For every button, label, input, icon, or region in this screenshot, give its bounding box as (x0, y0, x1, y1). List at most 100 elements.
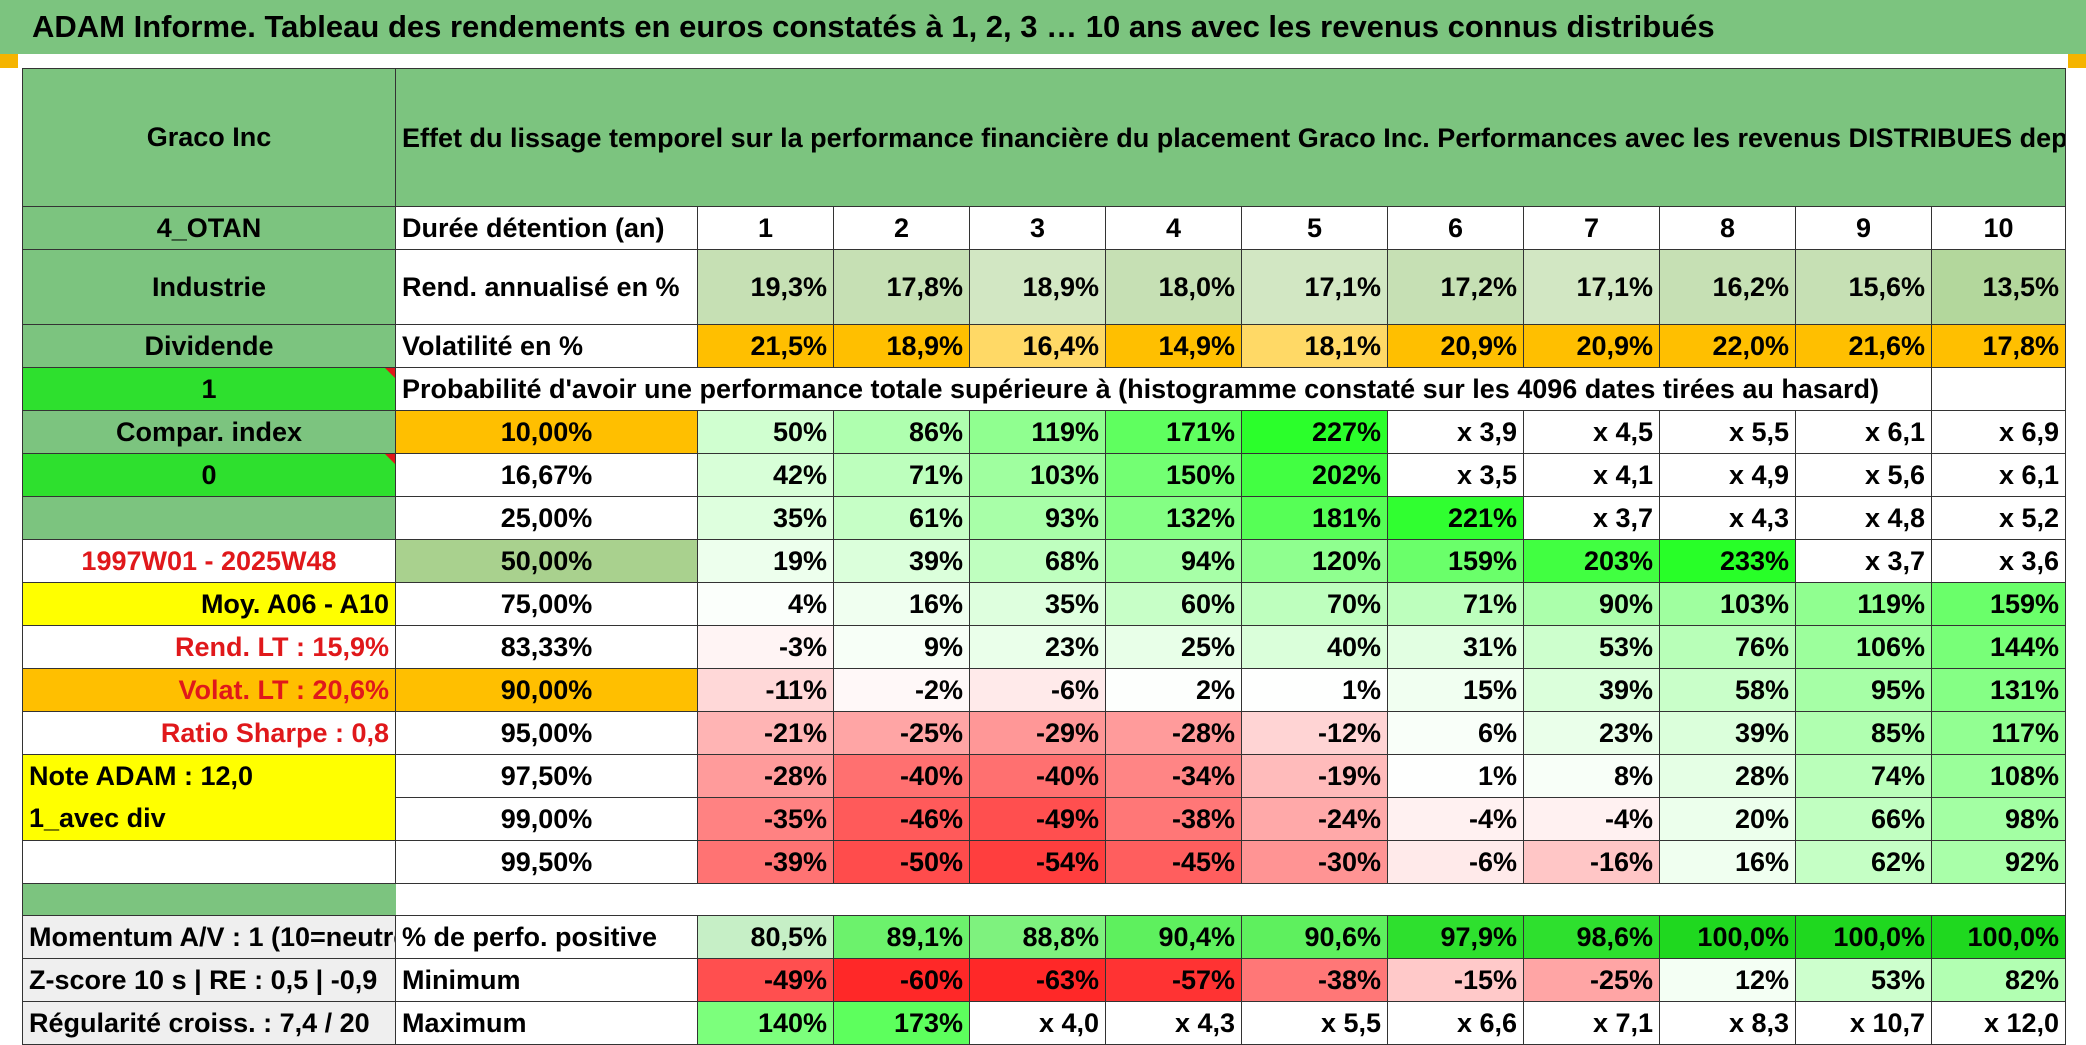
maximum-cell: x 10,7 (1795, 1001, 1932, 1045)
probability-cell: -4% (1387, 797, 1524, 841)
probability-cell: 68% (969, 539, 1106, 583)
probability-cell: x 4,5 (1523, 410, 1660, 454)
probability-cell: 117% (1930, 711, 2067, 755)
probability-cell: 25% (1105, 625, 1242, 669)
duration-cell: 2 (833, 206, 970, 250)
probability-cell: 76% (1659, 625, 1796, 669)
probability-cell: 95% (1795, 668, 1932, 712)
annual-return-cell: 17,1% (1241, 249, 1388, 325)
minimum-cell: -57% (1105, 958, 1242, 1002)
positive-cell: 90,6% (1241, 915, 1388, 959)
probability-cell: x 3,7 (1795, 539, 1932, 583)
flag-one: 1 (22, 367, 396, 411)
duration-cell: 3 (969, 206, 1106, 250)
volatility-cell: 17,8% (1930, 324, 2067, 368)
probability-cell: x 3,6 (1930, 539, 2067, 583)
prob-row: 1_avec div 99,00% -35% -46% -49% -38% -24% -4… (22, 797, 2067, 841)
maximum-cell: x 6,6 (1387, 1001, 1524, 1045)
maximum-cell: 140% (697, 1001, 834, 1045)
probability-cell: 90% (1523, 582, 1660, 626)
probability-cell: 171% (1105, 410, 1242, 454)
positive-cell: 90,4% (1105, 915, 1242, 959)
volatility-cell: 21,6% (1795, 324, 1932, 368)
probability-cell: 23% (969, 625, 1106, 669)
volatility-row: Dividende Volatilité en % 21,5% 18,9% 16,4… (22, 324, 2067, 368)
probability-cell: -45% (1105, 840, 1242, 884)
minimum-cell: -63% (969, 958, 1106, 1002)
maximum-cell: x 4,0 (969, 1001, 1106, 1045)
annual-return-cell: 15,6% (1795, 249, 1932, 325)
probability-cell: 16% (833, 582, 970, 626)
probability-cell: 2% (1105, 668, 1242, 712)
probability-cell: -6% (969, 668, 1106, 712)
corner-marker (0, 54, 18, 68)
probability-cell: -40% (969, 754, 1106, 798)
minimum-row: Z-score 10 s | RE : 0,5 | -0,9 Minimum -… (22, 958, 2067, 1002)
probability-cell: -21% (697, 711, 834, 755)
probability-cell: 9% (833, 625, 970, 669)
probability-cell: x 6,9 (1930, 410, 2067, 454)
probability-cell: -30% (1241, 840, 1388, 884)
empty-cell (1930, 367, 2067, 411)
probability-cell: 119% (969, 410, 1106, 454)
maximum-cell: x 8,3 (1659, 1001, 1796, 1045)
prob-threshold: 99,50% (395, 840, 698, 884)
probability-cell: 15% (1387, 668, 1524, 712)
prob-row: 1997W01 - 2025W48 50,00% 19% 39% 68% 94% 120… (22, 539, 2067, 583)
ticker-code: 4_OTAN (22, 206, 396, 250)
minimum-cell: -49% (697, 958, 834, 1002)
probability-cell: 227% (1241, 410, 1388, 454)
prob-threshold: 75,00% (395, 582, 698, 626)
maximum-cell: x 5,5 (1241, 1001, 1388, 1045)
minimum-label: Minimum (395, 958, 698, 1002)
probability-cell: x 5,6 (1795, 453, 1932, 497)
volatility-cell: 18,1% (1241, 324, 1388, 368)
probability-cell: 94% (1105, 539, 1242, 583)
probability-cell: x 3,7 (1523, 496, 1660, 540)
probability-cell: 85% (1795, 711, 1932, 755)
probability-cell: x 4,1 (1523, 453, 1660, 497)
probability-cell: 35% (697, 496, 834, 540)
regularity-info: Régularité croiss. : 7,4 / 20 (22, 1001, 396, 1045)
probability-cell: 42% (697, 453, 834, 497)
probability-cell: 202% (1241, 453, 1388, 497)
dividend-mode: 1_avec div (22, 797, 396, 841)
prob-row: Moy. A06 - A10 75,00% 4% 16% 35% 60% 70% 71% 9… (22, 582, 2067, 626)
spacer-green (22, 883, 396, 916)
probability-cell: 4% (697, 582, 834, 626)
probability-caption: Probabilité d'avoir une performance tota… (395, 367, 1932, 411)
probability-cell: 103% (969, 453, 1106, 497)
zscore-info: Z-score 10 s | RE : 0,5 | -0,9 (22, 958, 396, 1002)
annual-return-cell: 13,5% (1930, 249, 2067, 325)
period-range: 1997W01 - 2025W48 (22, 539, 396, 583)
probability-cell: -54% (969, 840, 1106, 884)
probability-cell: -34% (1105, 754, 1242, 798)
annual-return-label: Rend. annualisé en % (395, 249, 698, 325)
prob-row: 25,00% 35% 61% 93% 132% 181% 221% x 3,7 x 4,3 x … (22, 496, 2067, 540)
annual-return-cell: 18,9% (969, 249, 1106, 325)
probability-cell: -29% (969, 711, 1106, 755)
probability-cell: -3% (697, 625, 834, 669)
probability-cell: 39% (833, 539, 970, 583)
empty-green-cell (22, 496, 396, 540)
duration-cell: 8 (1659, 206, 1796, 250)
probability-cell: x 4,8 (1795, 496, 1932, 540)
maximum-cell: 173% (833, 1001, 970, 1045)
maximum-row: Régularité croiss. : 7,4 / 20 Maximum 14… (22, 1001, 2067, 1045)
probability-cell: 50% (697, 410, 834, 454)
probability-cell: x 5,5 (1659, 410, 1796, 454)
probability-cell: 92% (1930, 840, 2067, 884)
positive-cell: 100,0% (1659, 915, 1796, 959)
duration-cell: 5 (1241, 206, 1388, 250)
probability-cell: -25% (833, 711, 970, 755)
duration-row: 4_OTAN Durée détention (an) 1 2 3 4 5 6 7 8 9 10 (22, 206, 2067, 250)
probability-cell: 71% (833, 453, 970, 497)
header-row: Graco Inc Effet du lissage temporel sur … (22, 68, 2067, 207)
probability-cell: 70% (1241, 582, 1388, 626)
prob-row: 0 16,67% 42% 71% 103% 150% 202% x 3,5 x 4,1 x 4… (22, 453, 2067, 497)
probability-cell: 98% (1930, 797, 2067, 841)
minimum-cell: -15% (1387, 958, 1524, 1002)
volatility-cell: 20,9% (1523, 324, 1660, 368)
probability-cell: 233% (1659, 539, 1796, 583)
minimum-cell: -38% (1241, 958, 1388, 1002)
